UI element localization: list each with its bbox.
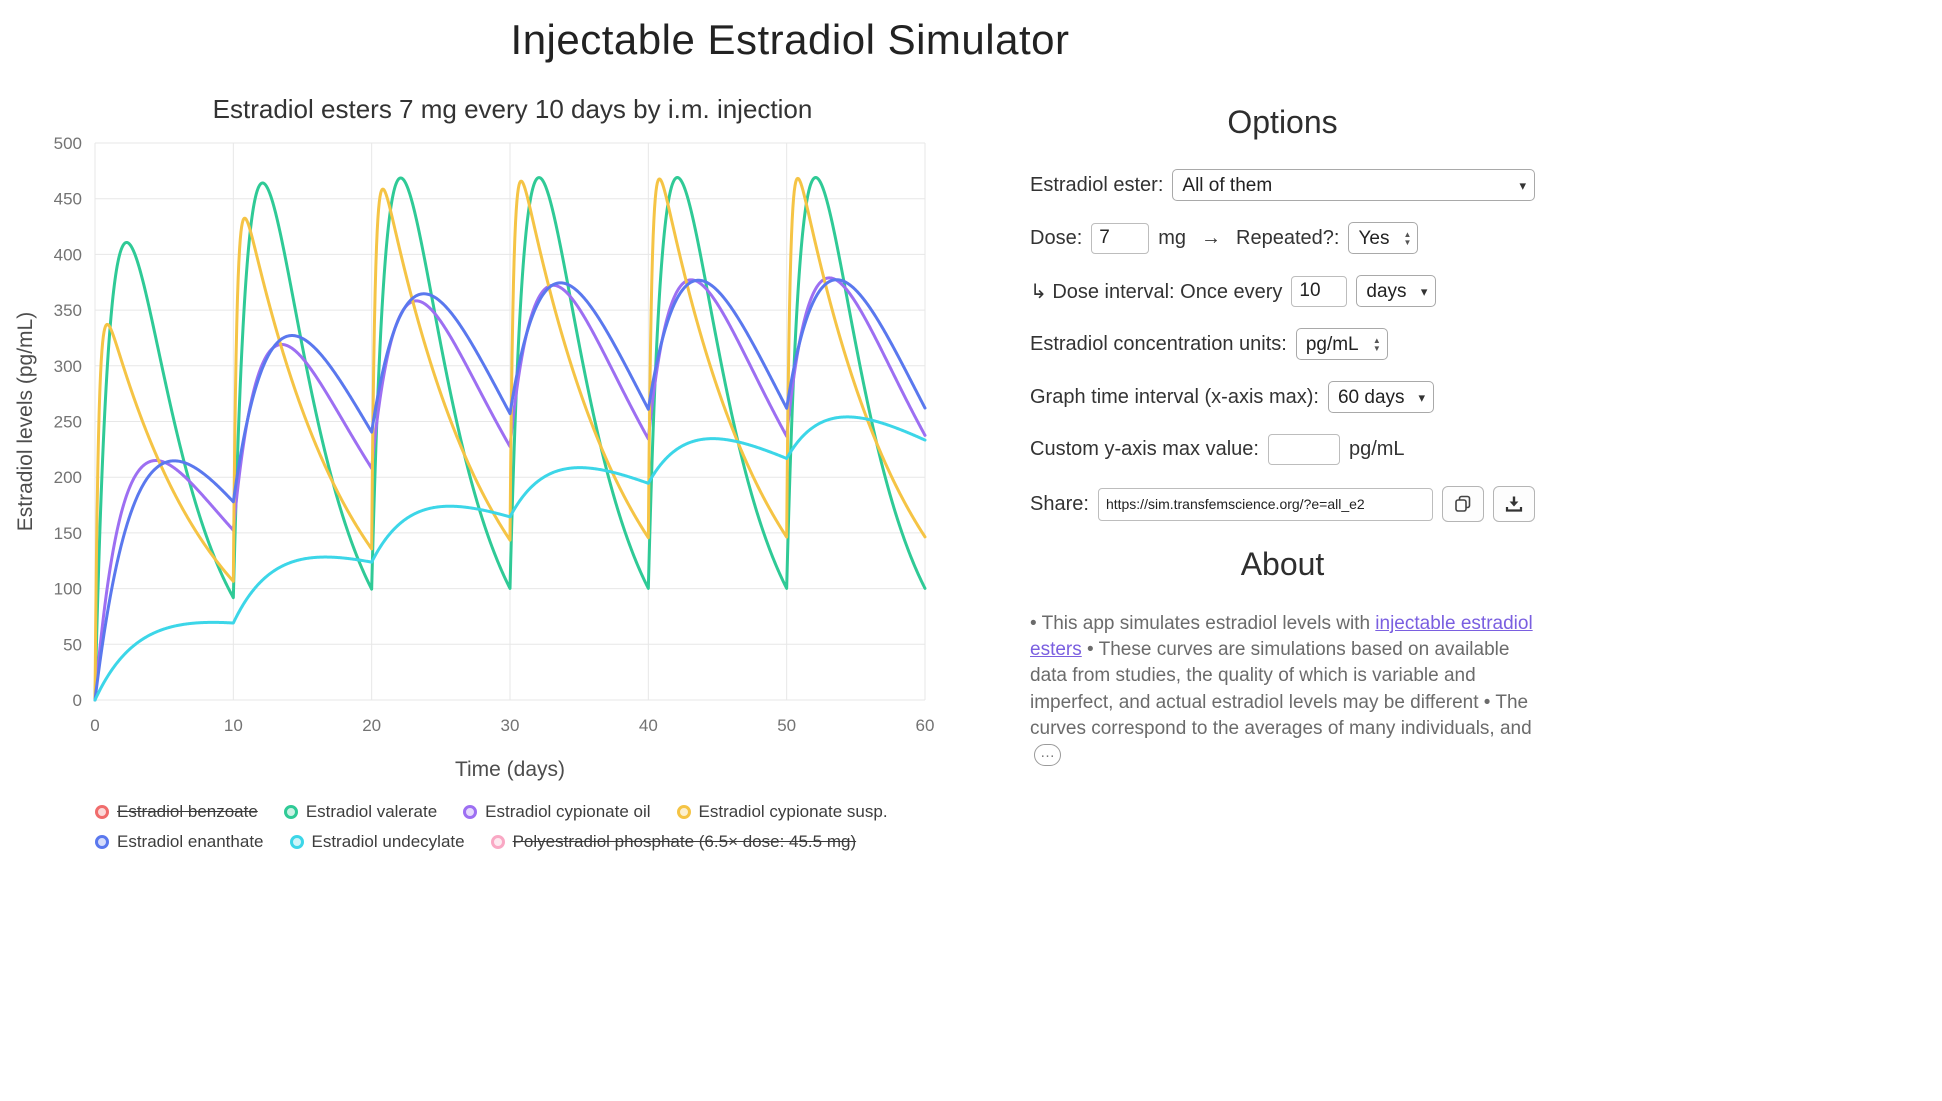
dose-unit-label: mg	[1158, 226, 1187, 249]
dose-row: Dose: mg → Repeated?: Yes ▲▼	[1030, 222, 1535, 254]
y-tick-label: 0	[73, 691, 82, 710]
legend-marker-icon	[676, 805, 691, 819]
y-tick-label: 250	[54, 413, 82, 432]
x-tick-label: 60	[916, 716, 935, 735]
legend-label: Estradiol valerate	[305, 802, 438, 821]
x-tick-label: 50	[777, 716, 796, 735]
share-url-input[interactable]	[1097, 487, 1433, 521]
x-tick-label: 0	[90, 716, 99, 735]
download-button[interactable]	[1493, 486, 1535, 522]
options-panel: Options Estradiol ester: All of them ▾ D…	[1030, 80, 1535, 768]
copy-link-button[interactable]	[1442, 486, 1484, 522]
y-tick-label: 400	[54, 245, 82, 264]
about-text: • This app simulates estradiol levels wi…	[1030, 611, 1550, 768]
ester-label: Estradiol ester:	[1030, 173, 1164, 196]
series-curve-estradiol-enanthate	[93, 278, 927, 702]
legend-item-estradiol-benzoate[interactable]: Estradiol benzoate	[95, 802, 258, 822]
legend-label: Estradiol benzoate	[117, 802, 258, 821]
share-row: Share:	[1030, 486, 1535, 522]
xmax-select-wrap: 60 days ▾	[1327, 381, 1434, 413]
legend-item-estradiol-cypionate-oil[interactable]: Estradiol cypionate oil	[463, 802, 651, 822]
legend-item-estradiol-valerate[interactable]: Estradiol valerate	[283, 802, 438, 822]
share-label: Share:	[1030, 492, 1089, 515]
chart-title: Estradiol esters 7 mg every 10 days by i…	[212, 94, 813, 124]
y-tick-label: 50	[63, 635, 82, 654]
dose-interval-label: ↳ Dose interval: Once every	[1030, 280, 1283, 303]
ymax-label: Custom y-axis max value:	[1030, 438, 1259, 460]
x-tick-label: 30	[501, 716, 520, 735]
legend-marker-icon	[490, 835, 505, 849]
units-select-wrap: pg/mL ▲ ▼	[1295, 328, 1388, 360]
main-layout: Estradiol esters 7 mg every 10 days by i…	[10, 80, 1570, 852]
y-tick-label: 450	[54, 190, 82, 209]
legend-marker-icon	[289, 835, 304, 849]
legend-marker-icon	[95, 835, 109, 849]
arrow-right-icon: →	[1201, 226, 1222, 249]
legend-item-polyestradiol-phosphate-6-5-dose-45-5-mg[interactable]: Polyestradiol phosphate (6.5× dose: 45.5…	[490, 832, 857, 852]
download-icon	[1505, 495, 1523, 513]
copy-icon	[1454, 495, 1472, 513]
y-tick-label: 100	[54, 580, 82, 599]
xmax-label: Graph time interval (x-axis max):	[1030, 385, 1319, 408]
x-tick-label: 40	[639, 716, 658, 735]
y-tick-label: 350	[54, 301, 82, 320]
xmax-select[interactable]: 60 days	[1327, 381, 1434, 413]
legend-row: Estradiol benzoate Estradiol valerate Estr…	[95, 802, 1015, 822]
y-tick-label: 300	[54, 357, 82, 376]
about-heading: About	[1240, 546, 1325, 582]
chart-panel: Estradiol esters 7 mg every 10 days by i…	[10, 80, 1015, 852]
legend-marker-icon	[463, 805, 478, 819]
legend-item-estradiol-undecylate[interactable]: Estradiol undecylate	[289, 832, 465, 852]
ester-select-wrap: All of them ▾	[1172, 169, 1535, 201]
units-select[interactable]: pg/mL	[1295, 328, 1388, 360]
about-text-suffix: • These curves are simulations based on …	[1030, 639, 1532, 739]
y-tick-label: 500	[54, 134, 82, 153]
repeated-select-wrap: Yes ▲ ▼	[1348, 222, 1419, 254]
legend-row: Estradiol enanthate Estradiol undecylate P…	[95, 832, 1015, 852]
interval-unit-select-wrap: days ▾	[1356, 275, 1437, 307]
x-tick-label: 20	[362, 716, 381, 735]
series-curve-estradiol-undecylate	[93, 415, 927, 702]
xmax-row: Graph time interval (x-axis max): 60 day…	[1030, 381, 1535, 413]
legend-item-estradiol-enanthate[interactable]: Estradiol enanthate	[95, 832, 264, 852]
about-expand-button[interactable]: …	[1034, 744, 1061, 767]
repeated-select[interactable]: Yes	[1348, 222, 1419, 254]
x-axis-title: Time (days)	[455, 758, 565, 781]
ymax-input[interactable]	[1267, 434, 1340, 465]
legend-marker-icon	[283, 805, 298, 819]
interval-unit-select[interactable]: days	[1356, 275, 1437, 307]
page-title: Injectable Estradiol Simulator	[510, 16, 1070, 63]
units-row: Estradiol concentration units: pg/mL ▲ ▼	[1030, 328, 1535, 360]
units-label: Estradiol concentration units:	[1030, 332, 1287, 355]
ester-select[interactable]: All of them	[1172, 169, 1535, 201]
estradiol-levels-chart: 0 50 100 150 200 250 300 350 400 450 500 0 10 20 30 40 5…	[14, 134, 935, 781]
legend-label: Estradiol cypionate susp.	[698, 802, 888, 821]
ester-row: Estradiol ester: All of them ▾	[1030, 169, 1535, 201]
series-curve-estradiol-valerate	[93, 176, 927, 702]
y-tick-label: 150	[54, 524, 82, 543]
repeated-label: Repeated?:	[1236, 226, 1340, 249]
about-text-prefix: • This app simulates estradiol levels wi…	[1030, 613, 1376, 634]
y-tick-label: 200	[54, 468, 82, 487]
ymax-unit-label: pg/mL	[1348, 438, 1405, 460]
dose-interval-input[interactable]	[1291, 275, 1348, 307]
legend-label: Estradiol enanthate	[117, 832, 264, 851]
series-curve-estradiol-cypionate-susp	[93, 176, 927, 702]
y-axis-title: Estradiol levels (pg/mL)	[14, 312, 37, 531]
legend-label: Estradiol undecylate	[311, 832, 465, 851]
options-heading: Options	[1227, 104, 1338, 140]
dose-label: Dose:	[1030, 226, 1083, 249]
injectable-esters-link[interactable]: injectable estradiol esters	[1030, 613, 1533, 661]
x-tick-label: 10	[224, 716, 243, 735]
legend-marker-icon	[95, 805, 109, 819]
chart-legend: Estradiol benzoate Estradiol valerate Estr…	[95, 802, 1015, 852]
dose-interval-row: ↳ Dose interval: Once every days ▾	[1030, 275, 1535, 307]
legend-label: Estradiol cypionate oil	[485, 802, 651, 821]
dose-input[interactable]	[1091, 222, 1150, 254]
app-root: Injectable Estradiol Simulator Estradiol…	[0, 16, 1570, 852]
legend-item-estradiol-cypionate-susp[interactable]: Estradiol cypionate susp.	[676, 802, 888, 822]
legend-label: Polyestradiol phosphate (6.5× dose: 45.5…	[512, 832, 857, 851]
ymax-row: Custom y-axis max value: pg/mL	[1030, 434, 1535, 465]
